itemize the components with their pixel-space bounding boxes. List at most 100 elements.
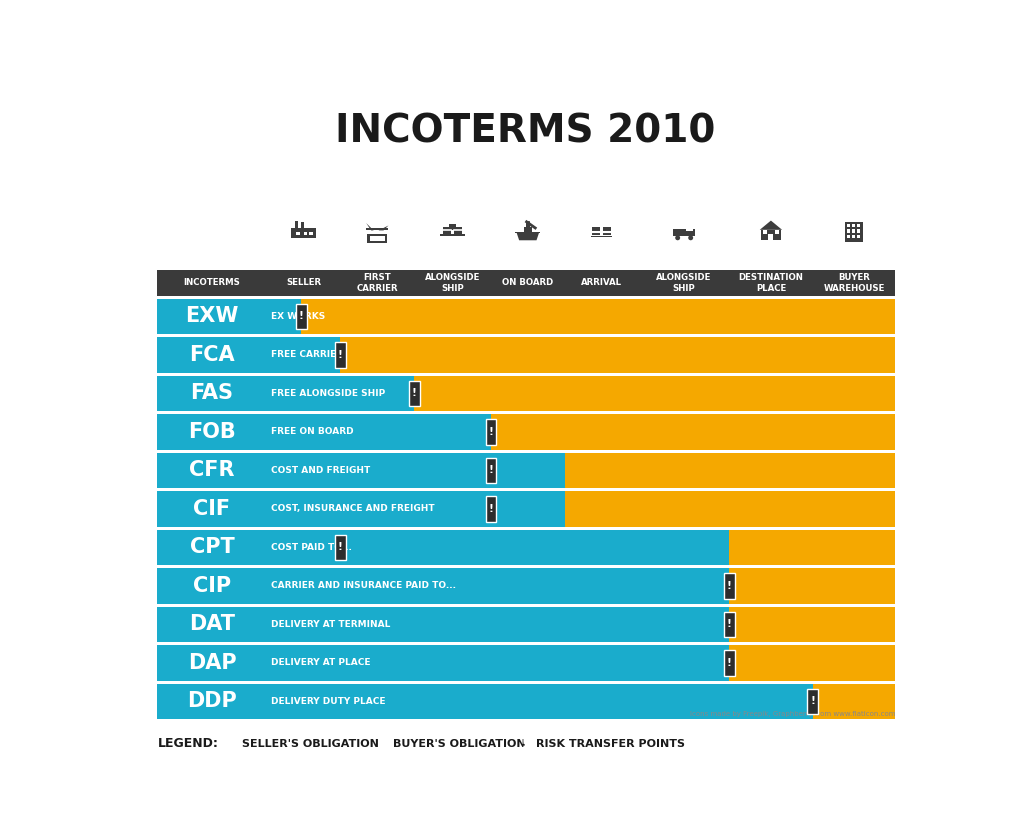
Bar	[158, 606, 895, 642]
Text: FOB: FOB	[188, 422, 236, 442]
Text: DESTINATION
PLACE: DESTINATION PLACE	[738, 274, 804, 292]
Text: !: !	[522, 739, 526, 749]
Bar	[158, 530, 895, 565]
Bar	[724, 573, 734, 598]
Bar	[775, 230, 779, 234]
Bar	[763, 230, 767, 234]
Bar	[592, 227, 600, 235]
Bar	[158, 491, 895, 527]
Text: !: !	[727, 658, 732, 667]
Polygon shape	[517, 233, 539, 240]
Bar	[526, 221, 529, 227]
Bar	[158, 684, 895, 719]
Bar	[219, 737, 237, 751]
Bar	[158, 684, 813, 719]
Text: !: !	[299, 312, 304, 322]
Bar	[852, 230, 855, 233]
Text: EXW: EXW	[185, 306, 239, 326]
Bar	[158, 568, 895, 603]
Bar	[158, 337, 895, 373]
Bar	[158, 337, 340, 373]
Text: INCOTERMS 2010: INCOTERMS 2010	[335, 112, 715, 151]
Bar	[296, 232, 300, 235]
Bar	[158, 646, 729, 681]
Bar	[158, 414, 895, 449]
Bar	[440, 234, 465, 236]
Bar	[158, 453, 564, 488]
Text: INCOTERMS: INCOTERMS	[183, 278, 241, 287]
Polygon shape	[379, 225, 388, 230]
Text: CIP: CIP	[193, 575, 231, 596]
Bar	[301, 221, 304, 228]
Bar	[158, 270, 895, 295]
Text: ALONGSIDE
SHIP: ALONGSIDE SHIP	[425, 274, 480, 292]
Bar	[158, 414, 490, 449]
Bar	[158, 375, 414, 411]
Bar	[309, 232, 313, 235]
Text: FREE CARRIER: FREE CARRIER	[271, 350, 343, 359]
Text: FREE ON BOARD: FREE ON BOARD	[271, 427, 354, 436]
Bar	[442, 227, 452, 234]
Text: EX WORKS: EX WORKS	[271, 312, 326, 321]
Text: BUYER
WAREHOUSE: BUYER WAREHOUSE	[823, 274, 885, 292]
Text: DELIVERY AT TERMINAL: DELIVERY AT TERMINAL	[271, 619, 391, 629]
Bar	[485, 496, 497, 522]
Bar	[158, 606, 729, 642]
Circle shape	[675, 235, 680, 240]
Text: !: !	[727, 619, 732, 629]
Bar	[158, 375, 895, 411]
Bar	[303, 232, 307, 235]
Text: DDP: DDP	[187, 691, 237, 711]
Bar	[847, 224, 850, 227]
Text: !: !	[727, 581, 732, 591]
Text: Icons made by Freepik, Graphberry from www.flaticon.com: Icons made by Freepik, Graphberry from w…	[690, 711, 895, 717]
Bar	[335, 342, 346, 368]
Bar	[857, 235, 860, 239]
Bar	[158, 530, 729, 565]
Circle shape	[688, 235, 693, 240]
Text: SELLER'S OBLIGATION: SELLER'S OBLIGATION	[242, 739, 379, 749]
Bar	[291, 228, 316, 238]
Text: ALONGSIDE
SHIP: ALONGSIDE SHIP	[656, 274, 712, 292]
Text: CARRIER AND INSURANCE PAID TO...: CARRIER AND INSURANCE PAID TO...	[271, 581, 457, 590]
Text: DAP: DAP	[187, 653, 237, 673]
Text: !: !	[810, 696, 815, 707]
Text: SELLER: SELLER	[286, 278, 322, 287]
Bar	[591, 236, 612, 237]
Bar	[761, 230, 781, 240]
Text: !: !	[412, 388, 417, 398]
Text: DELIVERY DUTY PLACE: DELIVERY DUTY PLACE	[271, 697, 386, 706]
Text: ARRIVAL: ARRIVAL	[581, 278, 623, 287]
Text: !: !	[338, 350, 343, 360]
Bar	[686, 227, 693, 231]
Text: FIRST
CARRIER: FIRST CARRIER	[356, 274, 398, 292]
Bar	[518, 737, 530, 751]
Bar	[673, 229, 686, 236]
Bar	[524, 227, 531, 233]
Bar	[847, 230, 850, 233]
Bar	[367, 228, 388, 230]
Bar	[158, 299, 301, 334]
Text: CPT: CPT	[189, 537, 234, 558]
Text: !: !	[488, 504, 494, 514]
Bar	[158, 453, 895, 488]
Text: CFR: CFR	[189, 461, 234, 480]
Bar	[158, 299, 895, 334]
Bar	[158, 568, 729, 603]
Text: CIF: CIF	[194, 499, 230, 519]
Bar	[845, 221, 863, 242]
Bar	[158, 646, 895, 681]
Bar	[370, 236, 385, 241]
Bar	[852, 224, 855, 227]
Bar	[296, 304, 307, 329]
Bar	[603, 227, 611, 235]
Text: DELIVERY AT PLACE: DELIVERY AT PLACE	[271, 659, 371, 667]
Text: FAS: FAS	[190, 383, 233, 404]
Bar	[685, 229, 695, 236]
Text: ON BOARD: ON BOARD	[502, 278, 553, 287]
Polygon shape	[760, 221, 782, 230]
Text: COST PAID TO...: COST PAID TO...	[271, 543, 352, 552]
Bar	[857, 230, 860, 233]
Text: FREE ALONGSIDE SHIP: FREE ALONGSIDE SHIP	[271, 389, 386, 398]
Text: !: !	[488, 466, 494, 475]
